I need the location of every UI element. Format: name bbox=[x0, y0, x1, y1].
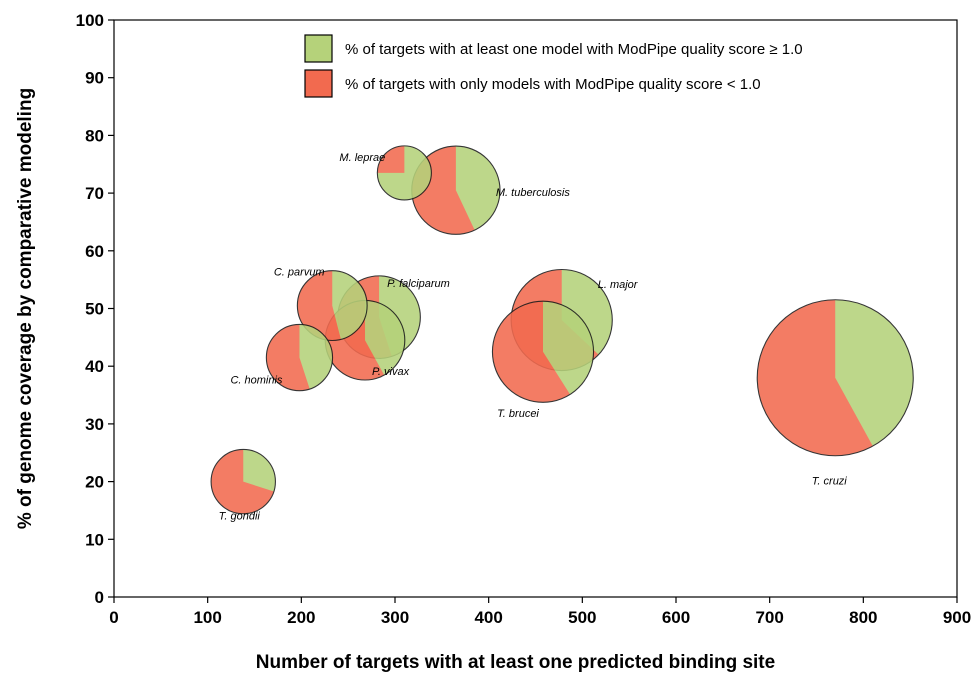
bubble-c-parvum bbox=[296, 270, 368, 342]
bubble-label: M. leprae bbox=[339, 152, 385, 164]
y-tick-label: 20 bbox=[85, 473, 104, 492]
bubble-label: T. brucei bbox=[497, 408, 539, 420]
legend-swatch bbox=[304, 69, 333, 98]
x-tick-label: 300 bbox=[381, 608, 409, 627]
bubble-slice-high-quality bbox=[332, 270, 368, 340]
bubble-label: C. hominis bbox=[230, 375, 282, 387]
bubble-outline bbox=[756, 299, 914, 457]
bubble-slice-high-quality bbox=[561, 269, 613, 355]
bubble-label: M. tuberculosis bbox=[496, 187, 570, 199]
bubble-slice-high-quality bbox=[542, 301, 594, 395]
bubble-outline bbox=[376, 145, 432, 201]
bubble-c-hominis bbox=[265, 323, 334, 392]
bubble-label: P. falciparum bbox=[387, 278, 450, 290]
bubble-slice-high-quality bbox=[455, 146, 501, 231]
legend-entry: % of targets with at least one model wit… bbox=[345, 41, 803, 58]
bubble-outline bbox=[210, 448, 276, 515]
y-axis-title: % of genome coverage by comparative mode… bbox=[15, 88, 36, 529]
x-tick-label: 200 bbox=[287, 608, 315, 627]
y-tick-label: 40 bbox=[85, 357, 104, 376]
bubble-label: P. vivax bbox=[372, 366, 410, 378]
bubble-slice-high-quality bbox=[365, 300, 405, 376]
x-tick-label: 500 bbox=[568, 608, 596, 627]
bubble-label: L. major bbox=[598, 279, 639, 291]
x-axis-title: Number of targets with at least one pred… bbox=[256, 652, 775, 673]
x-tick-label: 900 bbox=[943, 608, 971, 627]
bubble-outline bbox=[265, 323, 334, 392]
bubble-m-tuberculosis bbox=[411, 145, 501, 235]
bubble-p-vivax bbox=[324, 299, 406, 381]
bubble-outline bbox=[491, 300, 595, 403]
bubble-label: C. parvum bbox=[274, 267, 325, 279]
bubble-outline bbox=[296, 270, 368, 342]
x-tick-label: 600 bbox=[662, 608, 690, 627]
y-tick-label: 80 bbox=[85, 126, 104, 145]
bubble-label: T. gondii bbox=[219, 511, 261, 523]
y-tick-label: 60 bbox=[85, 242, 104, 261]
x-tick-label: 800 bbox=[849, 608, 877, 627]
bubble-slice-high-quality bbox=[299, 324, 333, 390]
axes: 0 100 200 300 400 500 600 700 800 900 0 10 20 30 40 50 6… bbox=[15, 11, 971, 673]
bubble-m-leprae bbox=[376, 145, 432, 201]
x-tick-label: 100 bbox=[193, 608, 221, 627]
y-tick-label: 50 bbox=[85, 300, 104, 319]
legend-swatch bbox=[304, 34, 333, 63]
y-tick-label: 70 bbox=[85, 184, 104, 203]
y-tick-label: 100 bbox=[76, 11, 104, 30]
y-tick-label: 0 bbox=[95, 588, 104, 607]
y-tick-label: 90 bbox=[85, 69, 104, 88]
bubble-label: T. cruzi bbox=[812, 476, 848, 488]
x-tick-label: 0 bbox=[109, 608, 118, 627]
y-tick-label: 10 bbox=[85, 530, 104, 549]
bubble-slice-high-quality bbox=[835, 299, 914, 447]
bubble-slice-high-quality bbox=[377, 145, 432, 200]
x-tick-label: 400 bbox=[474, 608, 502, 627]
x-tick-label: 700 bbox=[755, 608, 783, 627]
bubble-t-gondii bbox=[210, 448, 276, 515]
bubble-t-cruzi bbox=[756, 299, 914, 457]
legend: % of targets with at least one model wit… bbox=[304, 34, 803, 98]
bubbles: M. leprae M. tuberculosis C. parvum P. falc… bbox=[210, 145, 914, 523]
y-tick-label: 30 bbox=[85, 415, 104, 434]
bubble-t-brucei bbox=[491, 300, 595, 403]
legend-entry: % of targets with only models with ModPi… bbox=[345, 76, 761, 93]
bubble-slice-high-quality bbox=[243, 449, 276, 492]
